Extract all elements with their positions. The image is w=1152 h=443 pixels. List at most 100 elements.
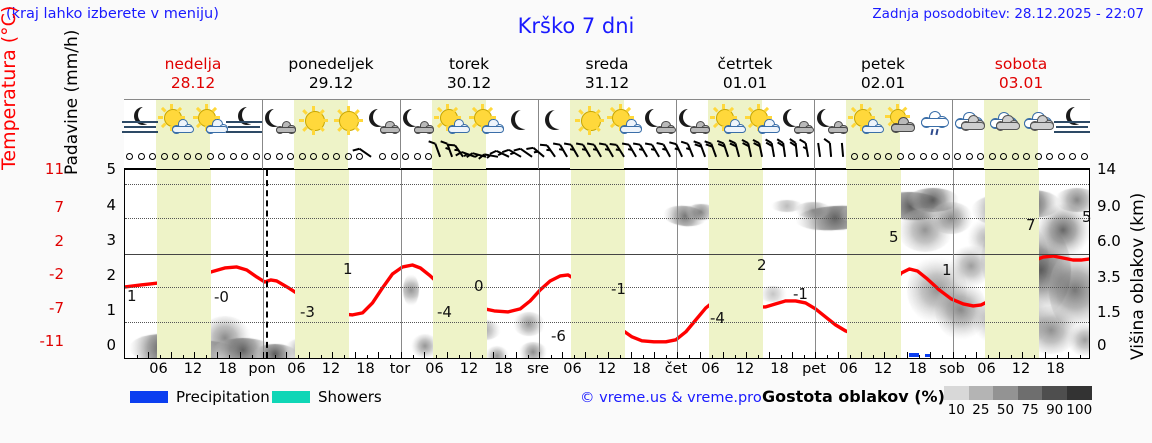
minor-tick — [803, 355, 805, 358]
minor-tick — [895, 355, 897, 358]
fog-line — [122, 121, 159, 123]
fog-line — [225, 131, 262, 133]
sun-ray — [336, 125, 343, 132]
sun-ray — [468, 115, 474, 119]
day-name: nedelja — [164, 55, 222, 73]
day-date: 29.12 — [308, 74, 354, 92]
clear-night-icon — [536, 102, 574, 142]
minor-tick — [539, 352, 540, 358]
colorbar-step — [968, 386, 994, 400]
precipitation-tick: 4 — [106, 196, 116, 214]
day-date: 30.12 — [446, 74, 492, 92]
time-tick-label: sob — [939, 361, 965, 377]
sun-ray — [446, 103, 450, 109]
last-updated: Zadnja posodobitev: 28.12.2025 - 22:07 — [872, 6, 1144, 22]
minor-tick — [228, 355, 230, 358]
daylight-stripe — [295, 170, 350, 358]
calm-wind-symbol — [1080, 152, 1088, 160]
precipitation-bar — [925, 354, 931, 357]
day-separator — [676, 100, 677, 144]
partly-cloudy-night-icon — [674, 102, 712, 142]
calm-wind-symbol — [954, 152, 962, 160]
minor-tick — [849, 355, 851, 358]
temperature-tick: 11 — [44, 160, 64, 178]
temperature-point-label: -1 — [611, 280, 626, 298]
time-tick-label: 06 — [563, 361, 582, 377]
minor-tick — [838, 352, 839, 358]
sun-ray — [336, 108, 343, 115]
day-header-četrtek: četrtek 01.01 — [676, 55, 814, 93]
temperature-point-label: -1 — [793, 285, 808, 303]
day-gridline — [263, 170, 264, 358]
calm-wind-symbol — [264, 152, 272, 160]
partly-cloudy-day-icon — [743, 102, 781, 142]
calm-wind-symbol — [862, 152, 870, 160]
copyright-link[interactable]: © vreme.us & vreme.pro — [580, 390, 762, 406]
time-tick-label: 18 — [356, 361, 375, 377]
precipitation-legend-swatch — [130, 391, 168, 403]
calm-wind-symbol — [1023, 152, 1031, 160]
page-title: Krško 7 dni — [517, 14, 635, 38]
sun-ray — [747, 121, 754, 128]
minor-tick — [159, 355, 161, 358]
calm-wind-symbol — [149, 152, 157, 160]
minor-tick — [401, 352, 402, 358]
fog-night-icon — [225, 102, 264, 142]
minor-tick — [608, 352, 609, 358]
sun-ray — [866, 106, 873, 113]
sun-ray — [323, 118, 329, 122]
time-tick-label: pon — [248, 361, 276, 377]
minor-tick — [769, 352, 770, 358]
sun-ray — [744, 115, 750, 119]
fog-night-icon — [1053, 102, 1092, 142]
partly-cloudy-day-icon — [433, 102, 471, 142]
minor-tick — [194, 352, 195, 358]
temperature-point-label: -0 — [214, 288, 229, 306]
day-header-sobota: sobota 03.01 — [952, 55, 1090, 93]
moon-shape — [237, 105, 260, 125]
time-tick-label: 12 — [459, 361, 479, 377]
cloud-shape — [171, 119, 194, 134]
day-header-ponedeljek: ponedeljek 29.12 — [262, 55, 400, 93]
fog-night-icon — [122, 102, 160, 142]
time-tick-label: 06 — [701, 361, 720, 377]
minor-tick — [332, 352, 333, 358]
temperature-tick: 2 — [54, 232, 64, 250]
day-date: 31.12 — [584, 74, 630, 92]
minor-tick — [378, 352, 379, 358]
temperature-point-label: 1 — [127, 287, 137, 305]
minor-tick — [470, 352, 471, 358]
minor-tick — [355, 352, 356, 358]
sun-ray — [487, 106, 493, 113]
calm-wind-symbol — [126, 152, 134, 160]
cloud-shape — [861, 119, 884, 134]
colorbar-step — [1017, 386, 1043, 400]
minor-tick — [435, 355, 437, 358]
minor-tick — [964, 355, 966, 358]
sun-ray — [595, 108, 602, 115]
minor-tick — [424, 352, 425, 358]
fog-line — [1053, 121, 1090, 123]
minor-tick — [286, 352, 287, 358]
minor-tick — [757, 355, 759, 358]
minor-tick — [976, 352, 977, 358]
sun-ray — [211, 106, 217, 113]
minor-tick — [872, 355, 874, 358]
sun-ray — [299, 118, 305, 122]
minor-tick — [1022, 352, 1023, 358]
sun-ray — [170, 103, 174, 109]
calm-wind-symbol — [172, 152, 180, 160]
cloud-shape — [723, 119, 746, 134]
fog-line — [122, 131, 159, 133]
sun-ray — [452, 106, 459, 113]
temperature-axis-title: Temperatura (°C) — [0, 5, 20, 170]
colorbar-tick: 75 — [1021, 402, 1039, 418]
calm-wind-symbol — [160, 152, 168, 160]
day-name: četrtek — [717, 55, 773, 73]
calm-wind-symbol — [850, 152, 858, 160]
minor-tick — [907, 352, 908, 358]
colorbar-tick: 25 — [972, 402, 990, 418]
time-tick-label: pet — [802, 361, 826, 377]
weather-icon-band — [122, 99, 1092, 144]
sunny-icon — [295, 102, 333, 142]
